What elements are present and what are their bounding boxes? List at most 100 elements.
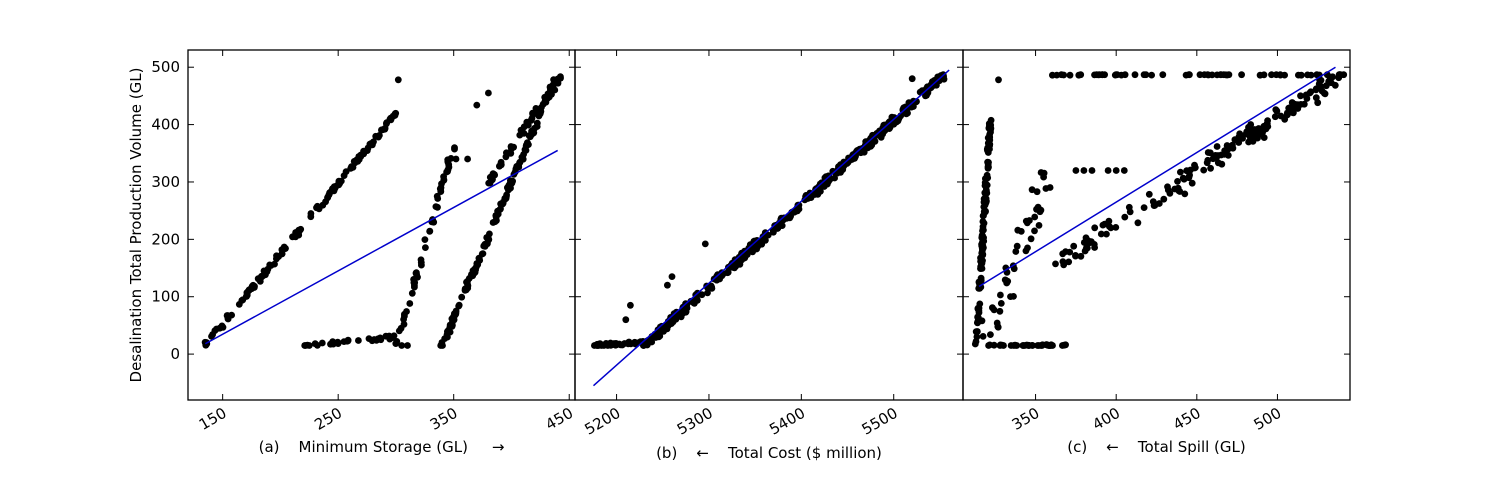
y-tick-label: 0 bbox=[170, 345, 180, 363]
data-point bbox=[831, 174, 838, 182]
data-point bbox=[444, 333, 451, 341]
data-point bbox=[1072, 252, 1079, 259]
data-point bbox=[1223, 142, 1231, 149]
data-point bbox=[845, 154, 852, 162]
axes-frame-b bbox=[574, 49, 964, 401]
data-point bbox=[1017, 228, 1025, 235]
points-c bbox=[971, 71, 1348, 349]
x-axis-label-c: (c) ← Total Spill (GL) bbox=[1067, 438, 1245, 456]
data-point bbox=[485, 89, 492, 97]
data-point bbox=[1142, 71, 1150, 79]
data-point bbox=[547, 86, 554, 93]
data-point bbox=[770, 228, 777, 236]
data-point bbox=[1105, 217, 1113, 225]
y-axis-label: Desalination Total Production Volume (GL… bbox=[127, 68, 145, 383]
data-point bbox=[690, 299, 698, 306]
data-point bbox=[1297, 71, 1305, 79]
data-point bbox=[1313, 71, 1321, 79]
data-point bbox=[1238, 71, 1245, 79]
data-point bbox=[1052, 260, 1059, 268]
data-point bbox=[421, 236, 429, 244]
data-point bbox=[1104, 167, 1112, 174]
data-point bbox=[406, 300, 414, 307]
data-point bbox=[1112, 224, 1120, 231]
data-point bbox=[422, 244, 429, 252]
data-point bbox=[515, 162, 522, 170]
data-point bbox=[655, 333, 663, 341]
data-point bbox=[1214, 159, 1222, 167]
data-point bbox=[208, 333, 215, 340]
data-point bbox=[1286, 107, 1294, 114]
data-point bbox=[325, 191, 333, 199]
panel-a: 0 100 200 300 400 500 150 250 350 450 (a) Minimum … bbox=[151, 49, 576, 456]
data-point bbox=[982, 175, 989, 183]
data-point bbox=[1033, 205, 1040, 213]
data-point bbox=[292, 231, 300, 239]
data-point bbox=[974, 304, 982, 312]
data-point bbox=[1312, 94, 1320, 102]
data-point bbox=[1222, 71, 1230, 79]
data-point bbox=[974, 313, 981, 321]
data-point bbox=[704, 289, 711, 297]
data-point bbox=[376, 334, 384, 342]
data-point bbox=[1072, 167, 1080, 174]
data-point bbox=[982, 180, 990, 188]
x-tick-label: 5400 bbox=[766, 404, 808, 439]
data-point bbox=[1264, 117, 1271, 124]
data-point bbox=[1243, 128, 1251, 136]
data-point bbox=[426, 227, 434, 235]
data-point bbox=[1107, 224, 1115, 232]
data-point bbox=[977, 274, 985, 282]
panels: 0 100 200 300 400 500 150 250 350 450 (a) Minimum … bbox=[151, 49, 1351, 462]
x-tick-label: 500 bbox=[1251, 404, 1285, 434]
data-point bbox=[1277, 71, 1284, 79]
data-point bbox=[1255, 125, 1262, 132]
data-point bbox=[350, 158, 358, 165]
data-point bbox=[439, 342, 446, 349]
data-point bbox=[502, 153, 510, 161]
data-point bbox=[528, 130, 536, 138]
data-point bbox=[458, 293, 466, 301]
data-point bbox=[995, 76, 1002, 84]
data-point bbox=[1066, 248, 1074, 256]
data-point bbox=[1077, 252, 1085, 260]
data-point bbox=[986, 145, 993, 153]
data-point bbox=[1091, 224, 1099, 232]
data-point bbox=[807, 194, 815, 202]
data-point bbox=[724, 269, 732, 276]
data-point bbox=[1022, 247, 1030, 255]
data-point bbox=[447, 155, 455, 162]
data-point bbox=[1207, 164, 1214, 172]
data-point bbox=[410, 279, 418, 286]
data-point bbox=[1331, 81, 1339, 89]
data-point bbox=[1188, 179, 1196, 187]
x-tick-label: 250 bbox=[311, 404, 345, 434]
x-tick-label: 450 bbox=[542, 404, 576, 434]
data-point bbox=[417, 256, 425, 264]
data-point bbox=[413, 269, 420, 277]
data-point bbox=[273, 252, 281, 260]
data-point bbox=[1003, 279, 1011, 287]
data-point bbox=[1029, 342, 1036, 349]
data-point bbox=[986, 131, 993, 138]
data-point bbox=[682, 308, 690, 316]
data-point bbox=[1271, 113, 1279, 121]
data-point bbox=[256, 278, 264, 285]
data-point bbox=[473, 101, 481, 109]
points-a bbox=[201, 73, 564, 349]
data-point bbox=[622, 316, 630, 324]
data-point bbox=[1326, 76, 1334, 83]
data-point bbox=[1187, 166, 1194, 174]
data-point bbox=[1037, 169, 1045, 176]
data-point bbox=[434, 195, 442, 202]
data-point bbox=[1097, 230, 1105, 238]
data-point bbox=[486, 230, 493, 238]
data-point bbox=[600, 342, 608, 349]
data-point bbox=[223, 312, 231, 319]
data-point bbox=[864, 144, 872, 152]
data-point bbox=[398, 342, 406, 349]
data-point bbox=[1098, 71, 1106, 79]
data-point bbox=[1031, 213, 1039, 221]
data-point bbox=[1180, 175, 1188, 183]
data-point bbox=[1131, 71, 1139, 79]
